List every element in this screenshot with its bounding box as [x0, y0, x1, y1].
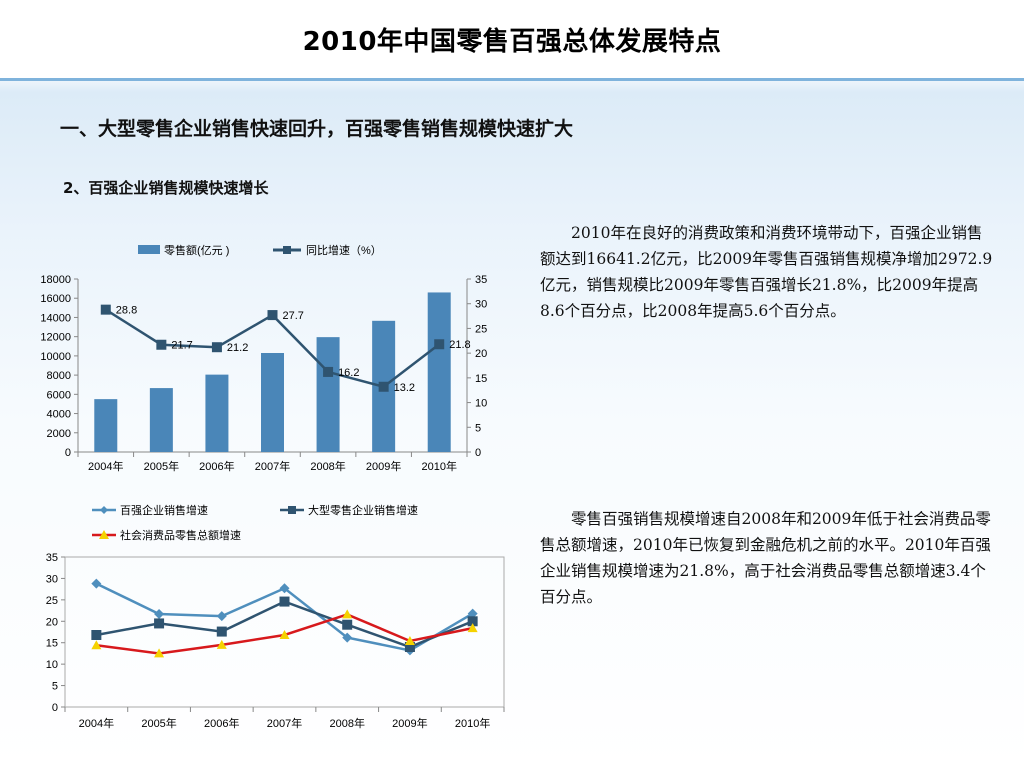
title-bar: 2010年中国零售百强总体发展特点	[0, 0, 1024, 81]
legend-label-sales: 零售额(亿元 )	[164, 243, 229, 257]
legend-swatch-sales	[138, 245, 160, 254]
data-label-growth: 13.2	[394, 382, 415, 394]
data-label-growth: 21.8	[449, 339, 470, 351]
legend-label-2: 社会消费品零售总额增速	[120, 528, 241, 542]
y2-tick-label: 30	[475, 299, 487, 311]
x-tick-label: 2007年	[267, 716, 302, 730]
y2-tick-label: 25	[475, 323, 487, 335]
bar-sales	[149, 388, 173, 452]
y-tick-label: 16000	[40, 293, 71, 305]
data-label-growth: 27.7	[283, 310, 304, 322]
x-tick-label: 2006年	[199, 459, 234, 473]
legend-marker-growth	[283, 246, 291, 254]
y-tick-label: 35	[46, 552, 58, 564]
y-tick-label: 5	[52, 681, 58, 693]
y-tick-label: 15	[46, 638, 58, 650]
y-tick-label: 6000	[47, 389, 71, 401]
y-tick-label: 18000	[40, 274, 71, 286]
x-tick-label: 2008年	[329, 716, 364, 730]
bar-sales	[94, 399, 118, 452]
y-tick-label: 0	[65, 447, 71, 459]
paragraph-sales-growth: 2010年在良好的消费政策和消费环境带动下，百强企业销售额达到16641.2亿元…	[540, 224, 993, 320]
point-series-2	[91, 640, 102, 650]
x-tick-label: 2009年	[366, 459, 401, 473]
point-series-0	[216, 611, 227, 622]
legend-marker-0	[100, 506, 108, 514]
point-series-1	[467, 616, 478, 627]
point-series-1	[342, 619, 353, 630]
sub-heading: 2、百强企业销售规模快速增长	[63, 179, 269, 197]
point-growth	[267, 310, 278, 321]
x-tick-label: 2007年	[255, 459, 290, 473]
legend-label-growth: 同比增速（%）	[306, 243, 382, 257]
point-series-0	[467, 608, 478, 619]
x-tick-label: 2010年	[455, 716, 490, 730]
point-series-0	[342, 632, 353, 643]
point-series-1	[154, 618, 165, 629]
point-series-2	[404, 636, 415, 645]
point-series-2	[467, 623, 478, 633]
legend-marker-1	[288, 506, 296, 514]
legend-label-1: 大型零售企业销售增速	[308, 503, 418, 517]
point-growth	[156, 339, 167, 350]
x-tick-label: 2004年	[88, 459, 123, 473]
legend-label-0: 百强企业销售增速	[120, 503, 208, 517]
y-tick-label: 8000	[47, 370, 71, 382]
x-tick-label: 2006年	[204, 716, 239, 730]
x-tick-label: 2010年	[421, 459, 456, 473]
point-series-2	[216, 639, 227, 649]
y-tick-label: 4000	[47, 409, 71, 421]
point-series-2	[279, 630, 290, 639]
point-series-0	[279, 583, 290, 594]
page-title: 2010年中国零售百强总体发展特点	[302, 26, 722, 57]
bar-sales	[316, 337, 340, 452]
y2-tick-label: 5	[475, 422, 481, 434]
point-growth	[434, 339, 445, 350]
y-tick-label: 20	[46, 616, 58, 628]
x-tick-label: 2004年	[79, 716, 114, 730]
data-label-growth: 16.2	[338, 367, 359, 379]
sales-volume-chart: 零售额(亿元 ) 同比增速（%） 0 2000 4000 6000 8000 10000 120…	[40, 243, 487, 473]
paragraph-growth-comparison: 零售百强销售规模增速自2008年和2009年低于社会消费品零售总额增速，2010…	[540, 510, 991, 606]
point-series-1	[404, 642, 415, 652]
x-tick-label: 2008年	[310, 459, 345, 473]
y-tick-label: 30	[46, 573, 58, 585]
data-label-growth: 21.2	[227, 342, 248, 354]
legend-marker-2	[99, 530, 109, 539]
point-growth	[378, 381, 389, 392]
point-growth	[211, 342, 222, 353]
point-growth	[323, 366, 334, 377]
y2-tick-label: 35	[475, 274, 487, 286]
x-tick-label: 2005年	[144, 459, 179, 473]
y-tick-label: 14000	[40, 312, 71, 324]
y-tick-label: 10000	[40, 351, 71, 363]
x-tick-label: 2009年	[392, 716, 427, 730]
point-series-1	[279, 596, 290, 607]
y2-tick-label: 15	[475, 373, 487, 385]
y-tick-label: 12000	[40, 332, 71, 344]
y-tick-label: 10	[46, 659, 58, 671]
y-tick-label: 25	[46, 595, 58, 607]
point-series-2	[342, 609, 353, 619]
data-label-growth: 21.7	[171, 340, 192, 352]
point-series-1	[91, 630, 102, 640]
section-heading: 一、大型零售企业销售快速回升，百强零售销售规模快速扩大	[60, 118, 574, 140]
x-tick-label: 2005年	[141, 716, 176, 730]
point-series-1	[216, 626, 227, 637]
point-series-2	[154, 648, 165, 658]
y2-tick-label: 10	[475, 398, 487, 410]
point-series-0	[91, 578, 102, 589]
bar-sales	[205, 374, 229, 452]
y2-tick-label: 20	[475, 348, 487, 360]
point-series-0	[154, 609, 165, 619]
point-growth	[100, 304, 111, 315]
data-label-growth: 28.8	[116, 305, 137, 317]
bar-sales	[427, 292, 451, 452]
y-tick-label: 0	[52, 702, 58, 714]
y2-tick-label: 0	[475, 447, 481, 459]
bar-sales	[261, 353, 284, 452]
plot-area-border	[64, 556, 505, 708]
y-tick-label: 2000	[47, 428, 71, 440]
